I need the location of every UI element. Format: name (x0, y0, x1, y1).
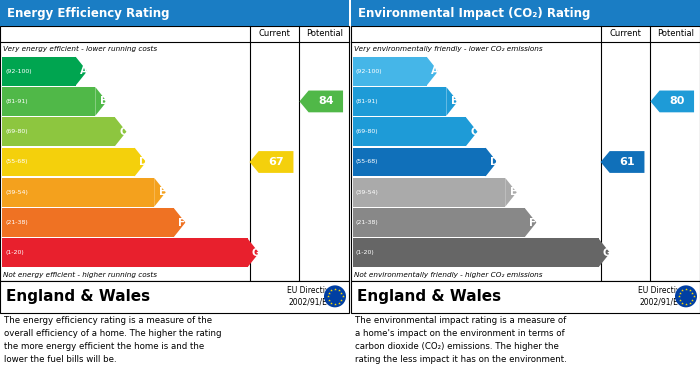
Polygon shape (115, 117, 127, 146)
Bar (2, 87, 95, 116)
Text: D: D (490, 157, 498, 167)
Polygon shape (525, 208, 536, 237)
Text: C: C (470, 127, 478, 137)
Bar (353, 117, 466, 146)
Bar (353, 239, 598, 267)
Text: The energy efficiency rating is a measure of the
overall efficiency of a home. T: The energy efficiency rating is a measur… (4, 316, 221, 364)
Polygon shape (154, 178, 166, 207)
Text: (92-100): (92-100) (356, 69, 383, 74)
Text: Potential: Potential (657, 29, 694, 38)
Text: D: D (139, 157, 148, 167)
Polygon shape (248, 239, 259, 267)
Circle shape (324, 285, 346, 307)
Text: Potential: Potential (306, 29, 343, 38)
Text: A: A (431, 66, 439, 76)
Text: B: B (451, 97, 458, 106)
Polygon shape (650, 91, 694, 112)
Text: England & Wales: England & Wales (357, 289, 501, 304)
Bar (2, 117, 115, 146)
Text: Very environmentally friendly - lower CO₂ emissions: Very environmentally friendly - lower CO… (354, 46, 542, 52)
Polygon shape (95, 87, 107, 116)
Bar (353, 57, 427, 86)
Text: Current: Current (258, 29, 290, 38)
Bar (2, 148, 134, 176)
Text: F: F (178, 217, 186, 228)
Text: F: F (529, 217, 536, 228)
Text: E: E (510, 187, 517, 197)
Text: (39-54): (39-54) (356, 190, 379, 195)
Text: (55-68): (55-68) (5, 160, 27, 165)
Bar (2, 57, 76, 86)
Bar (353, 148, 486, 176)
Bar (0, 0, 349, 26)
Polygon shape (300, 91, 343, 112)
Text: The environmental impact rating is a measure of
a home's impact on the environme: The environmental impact rating is a mea… (355, 316, 567, 364)
Polygon shape (174, 208, 186, 237)
Bar (2, 208, 174, 237)
Text: C: C (120, 127, 127, 137)
Text: Current: Current (610, 29, 641, 38)
Bar (0, 281, 349, 313)
Polygon shape (598, 239, 610, 267)
Text: (69-80): (69-80) (5, 129, 27, 134)
Text: (55-68): (55-68) (356, 160, 379, 165)
Text: B: B (100, 97, 108, 106)
Bar (351, 0, 700, 26)
Text: Energy Efficiency Rating: Energy Efficiency Rating (7, 7, 169, 20)
Polygon shape (76, 57, 88, 86)
Bar (0, 26, 349, 281)
Text: Not environmentally friendly - higher CO₂ emissions: Not environmentally friendly - higher CO… (354, 271, 542, 278)
Text: (21-38): (21-38) (356, 220, 379, 225)
Text: EU Directive
2002/91/EC: EU Directive 2002/91/EC (288, 286, 335, 307)
Text: (1-20): (1-20) (5, 250, 24, 255)
Polygon shape (447, 87, 458, 116)
Polygon shape (134, 148, 146, 176)
Text: 80: 80 (669, 97, 685, 106)
Bar (2, 178, 154, 207)
Bar (353, 178, 505, 207)
Text: G: G (252, 248, 260, 258)
Polygon shape (601, 151, 645, 173)
Bar (353, 208, 525, 237)
Text: A: A (80, 66, 88, 76)
Text: Environmental Impact (CO₂) Rating: Environmental Impact (CO₂) Rating (358, 7, 590, 20)
Text: 84: 84 (318, 97, 334, 106)
Text: (92-100): (92-100) (5, 69, 32, 74)
Text: (81-91): (81-91) (356, 99, 379, 104)
Text: Very energy efficient - lower running costs: Very energy efficient - lower running co… (3, 46, 157, 52)
Text: (39-54): (39-54) (5, 190, 28, 195)
Text: G: G (603, 248, 612, 258)
Polygon shape (486, 148, 497, 176)
Bar (2, 239, 248, 267)
Polygon shape (466, 117, 477, 146)
Polygon shape (505, 178, 517, 207)
Bar (353, 87, 447, 116)
Bar (351, 281, 700, 313)
Text: 61: 61 (620, 157, 635, 167)
Text: England & Wales: England & Wales (6, 289, 150, 304)
Text: (1-20): (1-20) (356, 250, 374, 255)
Polygon shape (427, 57, 438, 86)
Text: EU Directive
2002/91/EC: EU Directive 2002/91/EC (638, 286, 685, 307)
Polygon shape (249, 151, 293, 173)
Text: E: E (159, 187, 166, 197)
Circle shape (675, 285, 697, 307)
Text: (21-38): (21-38) (5, 220, 28, 225)
Text: Not energy efficient - higher running costs: Not energy efficient - higher running co… (3, 271, 157, 278)
Bar (351, 26, 700, 281)
Text: (81-91): (81-91) (5, 99, 27, 104)
Text: 67: 67 (268, 157, 284, 167)
Text: (69-80): (69-80) (356, 129, 379, 134)
